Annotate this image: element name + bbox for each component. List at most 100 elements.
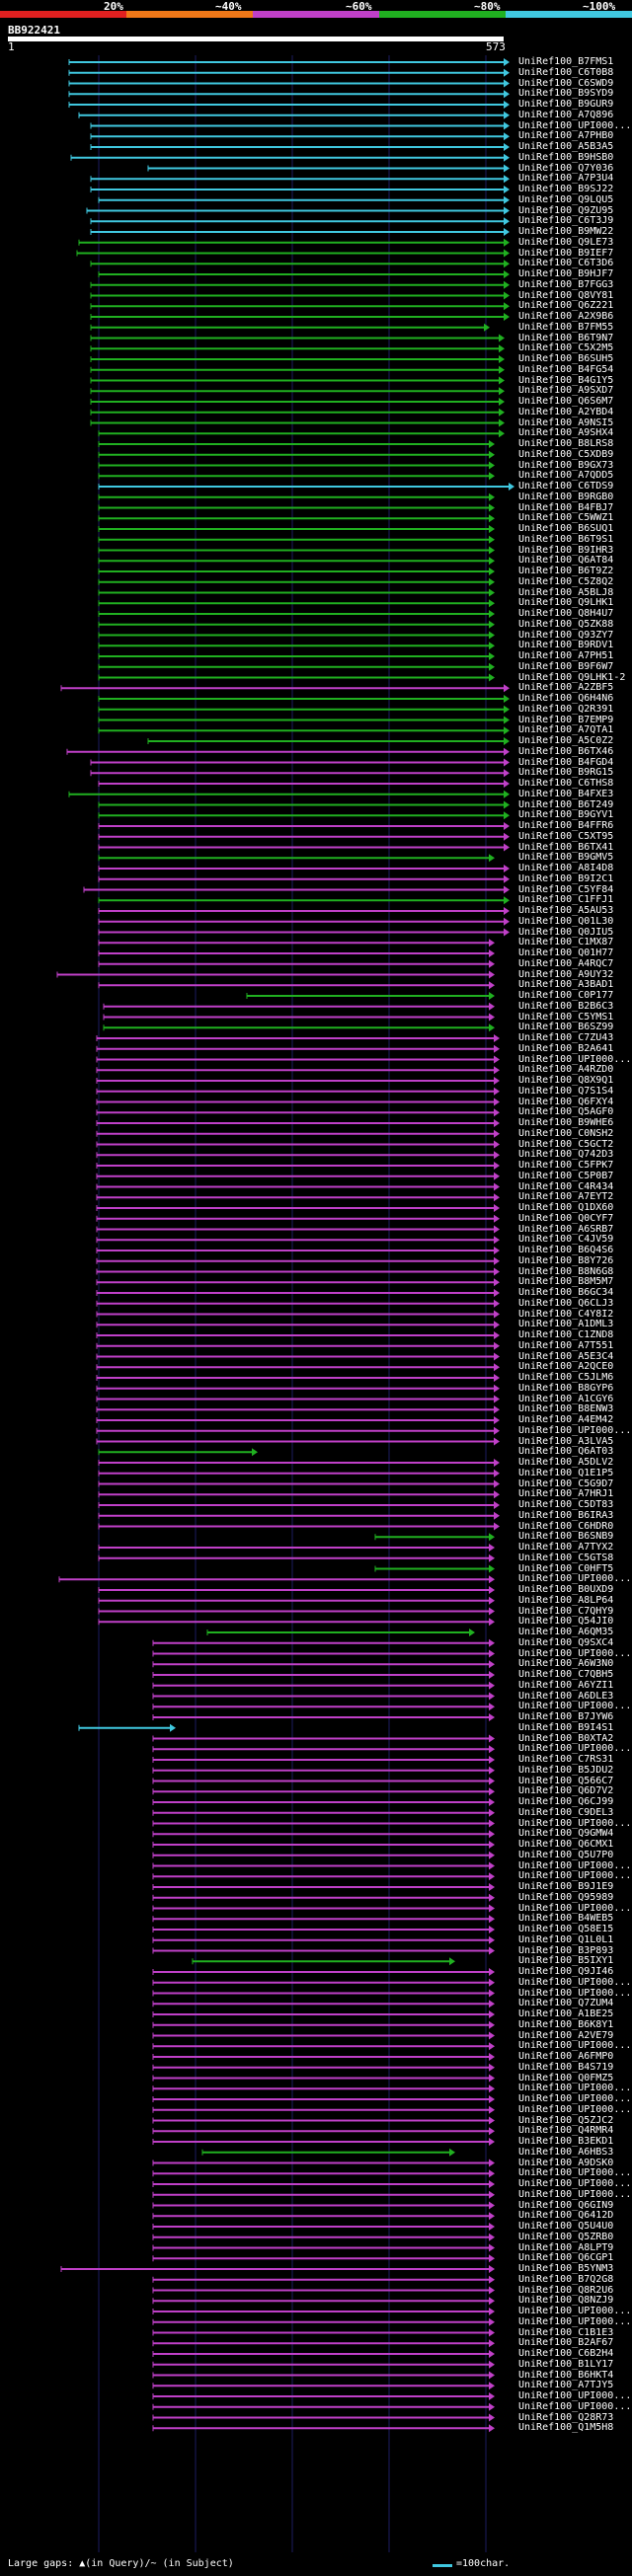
hit-label[interactable]: UniRef100_C5XT95 [518, 830, 614, 842]
hit-label[interactable]: UniRef100_A5AU53 [518, 905, 614, 916]
hit-label[interactable]: UniRef100_UPI000... [518, 1743, 632, 1755]
hit-label[interactable]: UniRef100_C5XDB9 [518, 448, 614, 460]
hit-label[interactable]: UniRef100_UPI000... [518, 2188, 632, 2200]
hit-label[interactable]: UniRef100_A6HBS3 [518, 2146, 614, 2158]
hit-label[interactable]: UniRef100_Q5ZRB0 [518, 2231, 614, 2242]
hit-label[interactable]: UniRef100_B3EKD1 [518, 2136, 614, 2147]
hit-label[interactable]: UniRef100_Q566C7 [518, 1775, 614, 1786]
hit-label[interactable]: UniRef100_B8N6G8 [518, 1265, 614, 1277]
hit-label[interactable]: UniRef100_Q9SXC4 [518, 1636, 614, 1648]
hit-label[interactable]: UniRef100_UPI000... [518, 1870, 632, 1882]
hit-label[interactable]: UniRef100_Q5ZK88 [518, 618, 614, 630]
hit-label[interactable]: UniRef100_B6SUH5 [518, 353, 614, 364]
hit-label[interactable]: UniRef100_Q6CMX1 [518, 1839, 614, 1850]
hit-label[interactable]: UniRef100_A9DSK0 [518, 2157, 614, 2168]
hit-label[interactable]: UniRef100_A6W3N0 [518, 1658, 614, 1670]
hit-label[interactable]: UniRef100_Q58E15 [518, 1924, 614, 1934]
hit-label[interactable]: UniRef100_A2X9B6 [518, 311, 614, 322]
hit-label[interactable]: UniRef100_C1ZND8 [518, 1329, 614, 1340]
hit-label[interactable]: UniRef100_A6YZI1 [518, 1679, 614, 1691]
hit-label[interactable]: UniRef100_C6B2H4 [518, 2348, 614, 2359]
hit-label[interactable]: UniRef100_Q6D7V2 [518, 1785, 614, 1797]
hit-label[interactable]: UniRef100_C6T3J9 [518, 215, 614, 227]
hit-label[interactable]: UniRef100_Q9LQU5 [518, 193, 614, 205]
hit-label[interactable]: UniRef100_B9IHR3 [518, 544, 614, 556]
hit-label[interactable]: UniRef100_UPI000... [518, 2093, 632, 2104]
hit-label[interactable]: UniRef100_A9SHX4 [518, 427, 614, 439]
hit-label[interactable]: UniRef100_A2QCE0 [518, 1361, 614, 1373]
hit-label[interactable]: UniRef100_B9WHE6 [518, 1117, 614, 1128]
hit-label[interactable]: UniRef100_B6K8Y1 [518, 2018, 614, 2030]
hit-label[interactable]: UniRef100_Q8VY81 [518, 289, 614, 301]
hit-label[interactable]: UniRef100_C7QBH5 [518, 1669, 614, 1680]
hit-label[interactable]: UniRef100_B7FM55 [518, 321, 614, 333]
hit-label[interactable]: UniRef100_B5IXY1 [518, 1955, 614, 1967]
hit-label[interactable]: UniRef100_B2B6C3 [518, 1000, 614, 1012]
hit-label[interactable]: UniRef100_Q2R391 [518, 703, 614, 715]
hit-label[interactable]: UniRef100_B9IEF7 [518, 247, 614, 259]
hit-label[interactable]: UniRef100_A8I4D8 [518, 863, 614, 873]
hit-label[interactable]: UniRef100_A1BE25 [518, 2008, 614, 2019]
hit-label[interactable]: UniRef100_B4FXE3 [518, 788, 614, 799]
hit-label[interactable]: UniRef100_Q6CLJ3 [518, 1297, 614, 1309]
hit-label[interactable]: UniRef100_Q7S1S4 [518, 1085, 614, 1097]
hit-label[interactable]: UniRef100_A7PH51 [518, 650, 614, 661]
hit-label[interactable]: UniRef100_B9RGB0 [518, 491, 614, 502]
hit-label[interactable]: UniRef100_A9NSI5 [518, 417, 614, 428]
hit-label[interactable]: UniRef100_C5WWZ1 [518, 512, 614, 524]
hit-label[interactable]: UniRef100_Q5ZJC2 [518, 2114, 614, 2126]
hit-label[interactable]: UniRef100_B7FMS1 [518, 56, 614, 67]
hit-label[interactable]: UniRef100_Q6H4N6 [518, 693, 614, 704]
hit-label[interactable]: UniRef100_C6HDR0 [518, 1520, 614, 1532]
hit-label[interactable]: UniRef100_C7QHY9 [518, 1605, 614, 1617]
hit-label[interactable]: UniRef100_A8LPT9 [518, 2241, 614, 2253]
hit-label[interactable]: UniRef100_A7QTA1 [518, 724, 614, 736]
hit-label[interactable]: UniRef100_Q5AGF0 [518, 1106, 614, 1118]
hit-label[interactable]: UniRef100_C7ZU43 [518, 1032, 614, 1043]
hit-label[interactable]: UniRef100_UPI000... [518, 1902, 632, 1914]
hit-label[interactable]: UniRef100_B4WEB5 [518, 1913, 614, 1925]
hit-label[interactable]: UniRef100_Q0FMZ5 [518, 2072, 614, 2084]
hit-label[interactable]: UniRef100_A6DLE3 [518, 1690, 614, 1702]
hit-label[interactable]: UniRef100_UPI000... [518, 2083, 632, 2094]
hit-label[interactable]: UniRef100_UPI000... [518, 1701, 632, 1712]
hit-label[interactable]: UniRef100_B9GUR9 [518, 99, 614, 110]
hit-label[interactable]: UniRef100_B8M5M7 [518, 1276, 614, 1288]
hit-label[interactable]: UniRef100_UPI000... [518, 2040, 632, 2052]
hit-label[interactable]: UniRef100_A5DLV2 [518, 1457, 614, 1468]
hit-label[interactable]: UniRef100_A5E3C4 [518, 1350, 614, 1362]
hit-label[interactable]: UniRef100_A4EM42 [518, 1414, 614, 1425]
hit-label[interactable]: UniRef100_C9DEL3 [518, 1806, 614, 1818]
hit-label[interactable]: UniRef100_Q9LHK1 [518, 597, 614, 609]
hit-label[interactable]: UniRef100_B6TX46 [518, 745, 614, 757]
hit-label[interactable]: UniRef100_A9SXD7 [518, 385, 614, 397]
hit-label[interactable]: UniRef100_Q6Z221 [518, 300, 614, 312]
hit-label[interactable]: UniRef100_UPI000... [518, 2315, 632, 2327]
hit-label[interactable]: UniRef100_B9HSB0 [518, 151, 614, 163]
hit-label[interactable]: UniRef100_Q9GMW4 [518, 1828, 614, 1840]
hit-label[interactable]: UniRef100_B9RG15 [518, 767, 614, 779]
hit-label[interactable]: UniRef100_UPI000... [518, 1053, 632, 1065]
hit-label[interactable]: UniRef100_A7Q896 [518, 109, 614, 120]
hit-label[interactable]: UniRef100_C0P177 [518, 990, 614, 1001]
hit-label[interactable]: UniRef100_UPI000... [518, 2167, 632, 2179]
hit-label[interactable]: UniRef100_C5P0B7 [518, 1170, 614, 1181]
hit-label[interactable]: UniRef100_B4FGD4 [518, 756, 614, 768]
hit-label[interactable]: UniRef100_B8GYP6 [518, 1382, 614, 1394]
hit-label[interactable]: UniRef100_B4FG54 [518, 363, 614, 375]
hit-label[interactable]: UniRef100_B6Q4S6 [518, 1245, 614, 1255]
hit-label[interactable]: UniRef100_B9I2C1 [518, 872, 614, 884]
hit-label[interactable]: UniRef100_Q742D3 [518, 1149, 614, 1161]
hit-label[interactable]: UniRef100_A3LVA5 [518, 1435, 614, 1447]
hit-label[interactable]: UniRef100_B4FBJ7 [518, 501, 614, 513]
hit-label[interactable]: UniRef100_B0UXD9 [518, 1584, 614, 1595]
hit-label[interactable]: UniRef100_B6T9N7 [518, 332, 614, 343]
hit-label[interactable]: UniRef100_A1CGY6 [518, 1393, 614, 1404]
hit-label[interactable]: UniRef100_UPI000... [518, 2390, 632, 2401]
hit-label[interactable]: UniRef100_Q9ZU95 [518, 204, 614, 216]
hit-label[interactable]: UniRef100_A7PHB0 [518, 130, 614, 142]
hit-label[interactable]: UniRef100_A7TJY5 [518, 2380, 614, 2391]
hit-label[interactable]: UniRef100_UPI000... [518, 1573, 632, 1585]
hit-label[interactable]: UniRef100_B7JYW6 [518, 1711, 614, 1722]
hit-label[interactable]: UniRef100_B4G1Y5 [518, 374, 614, 386]
